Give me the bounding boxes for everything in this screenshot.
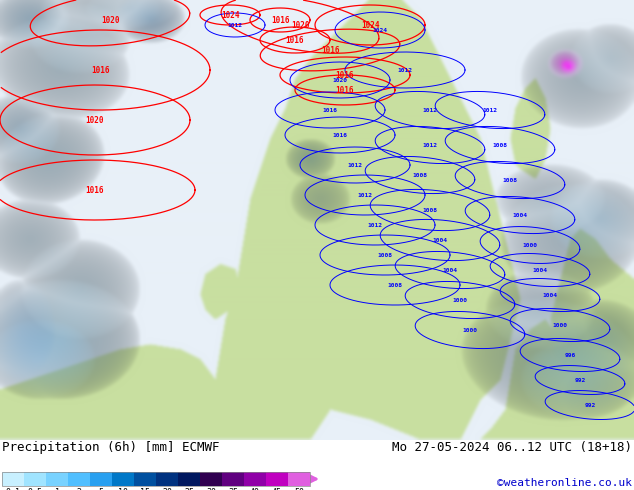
Text: 1000: 1000 — [552, 322, 567, 327]
Bar — [68, 472, 90, 486]
Text: 25: 25 — [184, 488, 194, 490]
Text: 50: 50 — [294, 488, 304, 490]
Text: 1020: 1020 — [86, 116, 104, 124]
Text: Precipitation (6h) [mm] ECMWF: Precipitation (6h) [mm] ECMWF — [2, 441, 219, 454]
Text: 1020: 1020 — [332, 77, 347, 82]
Text: 10: 10 — [118, 488, 128, 490]
Text: 1000: 1000 — [522, 243, 538, 247]
Text: 1024: 1024 — [373, 27, 387, 32]
Text: 1012: 1012 — [228, 23, 242, 27]
Text: 1016: 1016 — [332, 132, 347, 138]
Text: 0.5: 0.5 — [27, 488, 42, 490]
Text: 1016: 1016 — [323, 107, 337, 113]
Text: 992: 992 — [574, 377, 586, 383]
Text: 1016: 1016 — [321, 46, 339, 54]
Text: 45: 45 — [272, 488, 282, 490]
Bar — [200, 472, 222, 486]
Text: 1004: 1004 — [432, 238, 448, 243]
Text: 1012: 1012 — [358, 193, 373, 197]
Text: 996: 996 — [564, 352, 576, 358]
Bar — [266, 472, 288, 486]
Bar — [112, 472, 134, 486]
Text: 1000: 1000 — [462, 327, 477, 333]
Text: 1016: 1016 — [86, 186, 104, 195]
Text: 35: 35 — [228, 488, 238, 490]
Text: 1024: 1024 — [221, 10, 239, 20]
Text: 1012: 1012 — [422, 107, 437, 113]
Text: 5: 5 — [98, 488, 103, 490]
Text: 1004: 1004 — [543, 293, 557, 297]
Text: 1016: 1016 — [286, 35, 304, 45]
Text: 1004: 1004 — [512, 213, 527, 218]
Text: 2: 2 — [77, 488, 82, 490]
Bar — [244, 472, 266, 486]
Text: 1016: 1016 — [336, 85, 354, 95]
Text: 1012: 1012 — [368, 222, 382, 227]
Bar — [2, 472, 310, 486]
Text: 1012: 1012 — [347, 163, 363, 168]
Bar — [24, 472, 46, 486]
Text: 1008: 1008 — [493, 143, 507, 147]
Bar — [222, 472, 244, 486]
Bar — [288, 472, 310, 486]
Text: 1004: 1004 — [533, 268, 548, 272]
Text: 20: 20 — [162, 488, 172, 490]
Text: 1016: 1016 — [336, 71, 354, 79]
Text: 1008: 1008 — [377, 252, 392, 258]
Text: 0.1: 0.1 — [6, 488, 20, 490]
Text: 30: 30 — [206, 488, 216, 490]
Text: ©weatheronline.co.uk: ©weatheronline.co.uk — [497, 478, 632, 488]
Text: 1012: 1012 — [398, 68, 413, 73]
Text: 1004: 1004 — [443, 268, 458, 272]
Text: 992: 992 — [585, 402, 595, 408]
Text: 1016: 1016 — [271, 16, 289, 24]
Text: 1012: 1012 — [482, 107, 498, 113]
Bar — [134, 472, 156, 486]
Text: 1: 1 — [55, 488, 60, 490]
Bar — [178, 472, 200, 486]
Text: 1008: 1008 — [387, 283, 403, 288]
Text: 1024: 1024 — [361, 21, 379, 29]
Text: 15: 15 — [140, 488, 150, 490]
Text: 1012: 1012 — [422, 143, 437, 147]
Text: Mo 27-05-2024 06..12 UTC (18+18): Mo 27-05-2024 06..12 UTC (18+18) — [392, 441, 632, 454]
Text: 1020: 1020 — [101, 16, 119, 24]
Text: 40: 40 — [250, 488, 260, 490]
Bar — [90, 472, 112, 486]
Text: 1008: 1008 — [422, 207, 437, 213]
Text: 1000: 1000 — [453, 297, 467, 302]
Bar — [156, 472, 178, 486]
Text: 1008: 1008 — [503, 177, 517, 182]
Text: 1008: 1008 — [413, 172, 427, 177]
Bar — [2, 472, 24, 486]
Bar — [46, 472, 68, 486]
Text: 1016: 1016 — [91, 66, 109, 74]
Text: 1020: 1020 — [291, 21, 309, 29]
